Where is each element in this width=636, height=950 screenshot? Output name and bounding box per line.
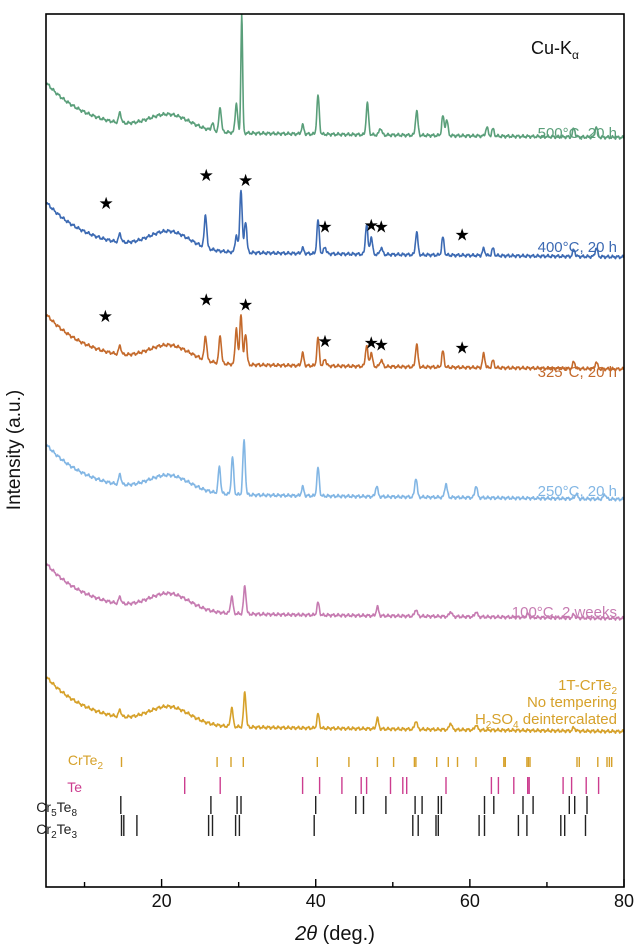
x-axis-label: 2θ (deg.) — [294, 923, 375, 945]
x-tick-label: 60 — [460, 891, 480, 911]
reference-crte2: CrTe2 — [68, 752, 613, 772]
series-line-250-c-20-h — [45, 439, 625, 502]
series-label: 325°C, 20 h — [538, 364, 617, 381]
impurity-star-marker: ★ — [98, 307, 113, 326]
impurity-star-marker: ★ — [317, 217, 332, 236]
reference-label: Te — [67, 779, 82, 795]
series-250-c-20-h: 250°C, 20 h — [45, 439, 625, 502]
reference-label: Cr5Te8 — [36, 799, 77, 819]
impurity-star-marker: ★ — [374, 335, 389, 354]
series-label: 500°C, 20 h — [538, 125, 617, 142]
series-layer: 500°C, 20 h★★ ★★ ★★ ★400°C, 20 h★★ ★★ ★★ ★325°… — [45, 14, 625, 734]
impurity-star-marker: ★ — [98, 194, 113, 213]
series-label: 100°C, 2 weeks — [512, 604, 617, 621]
impurity-star-marker: ★ — [199, 291, 214, 310]
impurity-star-marker: ★ — [374, 217, 389, 236]
impurity-star-marker: ★ — [455, 339, 470, 358]
impurity-star-marker: ★ — [364, 334, 379, 353]
series-line-1t-crte2-no-tempering-h2so4-deintercalated — [45, 676, 625, 734]
series-line-100-c-2-weeks — [45, 563, 625, 621]
series-line-500-c-20-h — [45, 14, 625, 140]
reference-cr2te3: Cr2Te3 — [36, 815, 587, 841]
x-tick-label: 80 — [614, 891, 634, 911]
axis-layer: 20 40 60 80 — [83, 879, 634, 911]
x-tick-label: 40 — [306, 891, 326, 911]
y-axis-label: Intensity (a.u.) — [4, 390, 25, 510]
series-line-325-c-20-h — [45, 314, 625, 372]
series-325-c-20-h: ★★ ★★ ★★ ★325°C, 20 h — [45, 291, 625, 381]
reference-te: Te — [67, 777, 600, 795]
reference-label: Cr2Te3 — [36, 821, 77, 841]
series-500-c-20-h: 500°C, 20 h — [45, 14, 625, 142]
x-tick-label: 20 — [152, 891, 172, 911]
series-label: 250°C, 20 h — [538, 483, 617, 500]
series-100-c-2-weeks: 100°C, 2 weeks — [45, 563, 625, 621]
series-label: 400°C, 20 h — [538, 239, 617, 256]
series-line-400-c-20-h — [45, 189, 625, 260]
reference-label: CrTe2 — [68, 752, 104, 772]
series-label: 1T-CrTe2 No tempering H2SO4 deintercalated — [475, 677, 618, 731]
impurity-star-marker: ★ — [238, 296, 253, 315]
impurity-star-marker: ★ — [455, 226, 470, 245]
impurity-star-marker: ★ — [238, 171, 253, 190]
impurity-star-marker: ★ — [317, 332, 332, 351]
cu-k-alpha-annotation: Cu-Kα — [531, 38, 579, 62]
series-400-c-20-h: ★★ ★★ ★★ ★400°C, 20 h — [45, 166, 625, 260]
reference-cr5te8: Cr5Te8 — [36, 796, 588, 819]
plot-frame — [45, 13, 625, 888]
impurity-star-marker: ★ — [199, 166, 214, 185]
series-1t-crte2-no-tempering-h2so4-deintercalated: 1T-CrTe2 No tempering H2SO4 deintercalated — [45, 676, 625, 734]
impurity-star-marker: ★ — [364, 216, 379, 235]
